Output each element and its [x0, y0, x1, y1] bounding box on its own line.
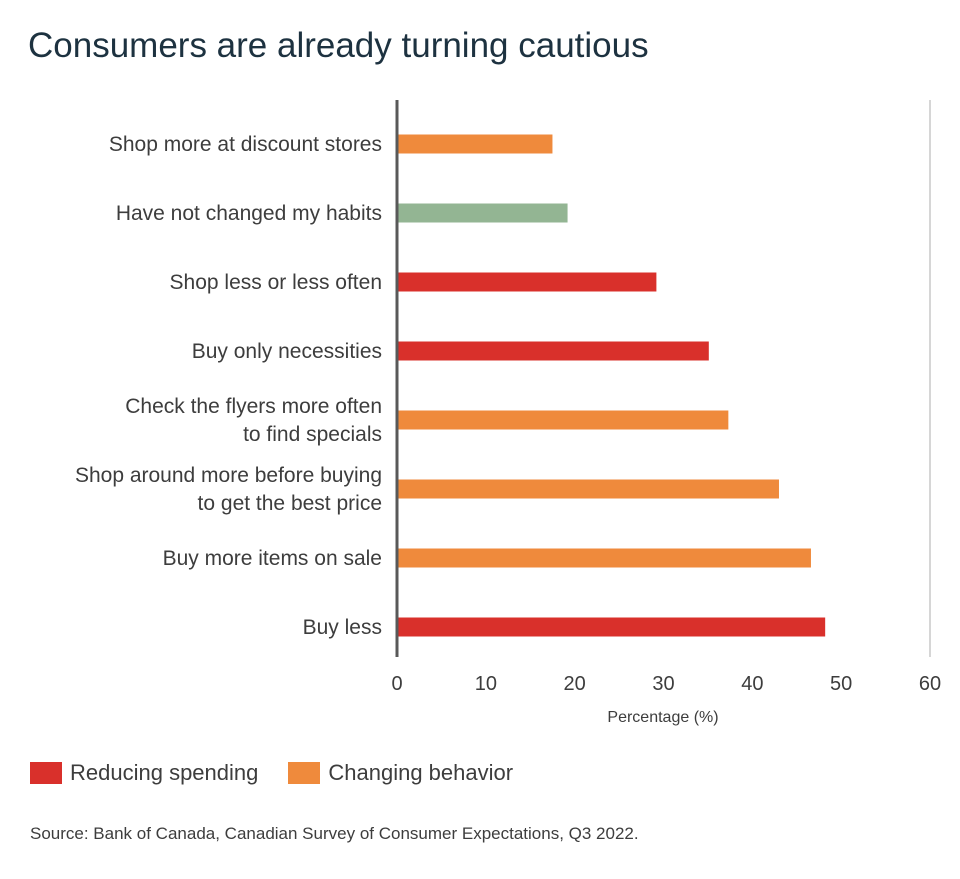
x-tick-label-20: 20 [564, 673, 586, 695]
bar-1 [397, 203, 568, 223]
legend-item-changing: Changing behavior [288, 760, 513, 786]
bar-4 [397, 410, 729, 430]
bar-3 [397, 341, 709, 361]
legend: Reducing spending Changing behavior [30, 760, 543, 786]
legend-swatch-changing [288, 762, 321, 784]
x-tick-label-0: 0 [391, 673, 402, 695]
bar-0 [397, 134, 553, 154]
source-note: Source: Bank of Canada, Canadian Survey … [30, 824, 639, 843]
bar-2 [397, 272, 657, 292]
category-label-2: Shop less or less often [170, 271, 382, 294]
category-label-1: Have not changed my habits [116, 202, 382, 225]
bar-chart: Shop more at discount stores Have not cha… [75, 100, 941, 726]
category-label-5-line-0: Shop around more before buying [75, 464, 382, 487]
legend-label-changing: Changing behavior [328, 760, 514, 785]
category-label-4-line-1: to find specials [243, 423, 382, 446]
x-tick-label-10: 10 [475, 673, 497, 695]
category-label-0: Shop more at discount stores [109, 133, 382, 156]
bar-7 [397, 617, 826, 637]
category-label-3: Buy only necessities [192, 340, 382, 363]
category-label-5-line-1: to get the best price [198, 492, 382, 515]
category-label-4-line-0: Check the flyers more often [125, 395, 382, 418]
x-tick-label-40: 40 [741, 673, 763, 695]
bar-6 [397, 548, 811, 568]
x-tick-label-50: 50 [830, 673, 852, 695]
chart-title: Consumers are already turning cautious [28, 26, 649, 65]
legend-label-reducing: Reducing spending [70, 760, 259, 785]
legend-swatch-reducing [30, 762, 62, 784]
category-label-6: Buy more items on sale [163, 547, 382, 570]
category-label-7: Buy less [303, 616, 382, 639]
x-tick-label-30: 30 [652, 673, 674, 695]
x-axis-label: Percentage (%) [607, 709, 718, 726]
x-tick-label-60: 60 [919, 673, 941, 695]
legend-item-reducing: Reducing spending [30, 760, 258, 786]
bar-5 [397, 479, 779, 499]
